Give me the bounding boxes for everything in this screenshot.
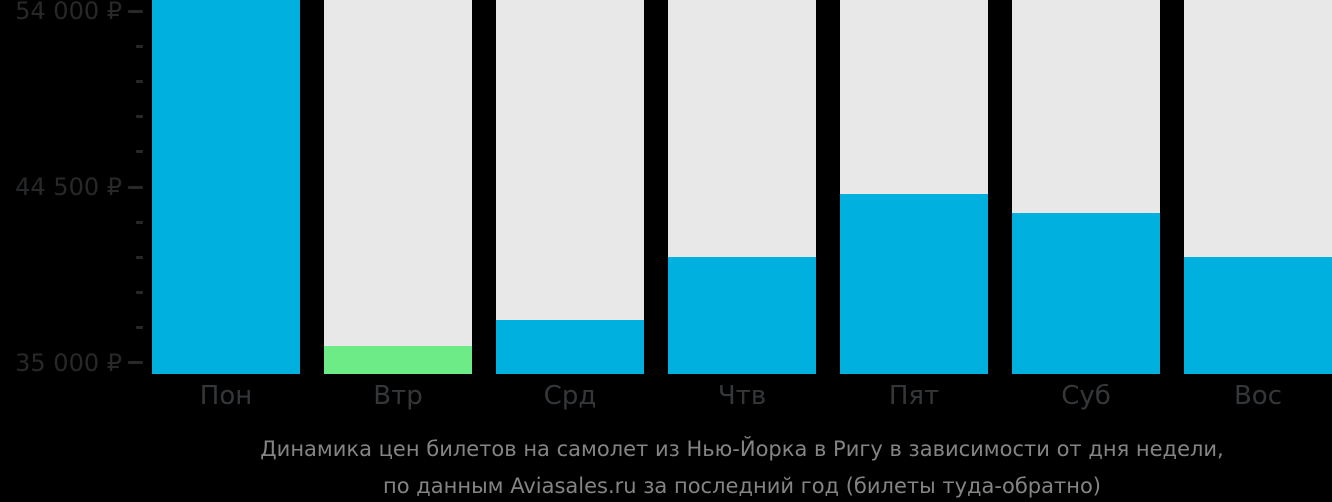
column-track	[1184, 0, 1332, 374]
y-axis-minor-tick	[136, 44, 143, 48]
y-axis-minor-tick	[136, 220, 143, 224]
column-track	[668, 0, 816, 374]
y-axis-tick-label: 44 500 ₽	[15, 173, 122, 201]
chart-caption: Динамика цен билетов на самолет из Нью-Й…	[152, 431, 1332, 502]
day-label-Пят: Пят	[888, 381, 940, 411]
caption-line-1: Динамика цен билетов на самолет из Нью-Й…	[260, 437, 1224, 461]
y-axis-minor-tick	[136, 291, 143, 295]
y-axis-minor-tick	[136, 115, 143, 119]
y-axis-major-tick	[128, 9, 143, 13]
price-bar-Суб[interactable]	[1012, 212, 1160, 374]
day-label-Чтв: Чтв	[717, 381, 767, 411]
column-track	[496, 0, 644, 374]
y-axis-minor-tick	[136, 150, 143, 154]
column-track	[152, 0, 300, 374]
y-axis-major-tick	[128, 361, 143, 365]
y-axis-minor-tick	[136, 326, 143, 330]
price-bar-Срд[interactable]	[496, 320, 644, 374]
y-axis-minor-tick	[136, 79, 143, 83]
y-axis-minor-tick	[136, 255, 143, 259]
price-bar-Пон[interactable]	[152, 0, 300, 374]
price-bar-Втр[interactable]	[324, 346, 472, 374]
caption-line-2: по данным Aviasales.ru за последний год …	[383, 474, 1101, 498]
day-label-Срд: Срд	[543, 381, 597, 411]
day-label-Вос: Вос	[1233, 381, 1283, 411]
day-label-Пон: Пон	[199, 381, 253, 411]
price-bar-Вос[interactable]	[1184, 257, 1332, 374]
y-axis-tick-label: 54 000 ₽	[15, 0, 122, 26]
plot-area: 35 000 ₽ 44 500 ₽ 54 000 ₽	[15, 0, 1332, 377]
column-track	[840, 0, 988, 374]
price-bar-Чтв[interactable]	[668, 257, 816, 374]
day-label-Суб: Суб	[1061, 381, 1111, 411]
column-track	[1012, 0, 1160, 374]
y-axis-major-tick	[128, 185, 143, 189]
y-axis-tick-label: 35 000 ₽	[15, 348, 122, 377]
price-bar-Пят[interactable]	[840, 194, 988, 374]
day-label-Втр: Втр	[373, 381, 423, 411]
column-track	[324, 0, 472, 374]
